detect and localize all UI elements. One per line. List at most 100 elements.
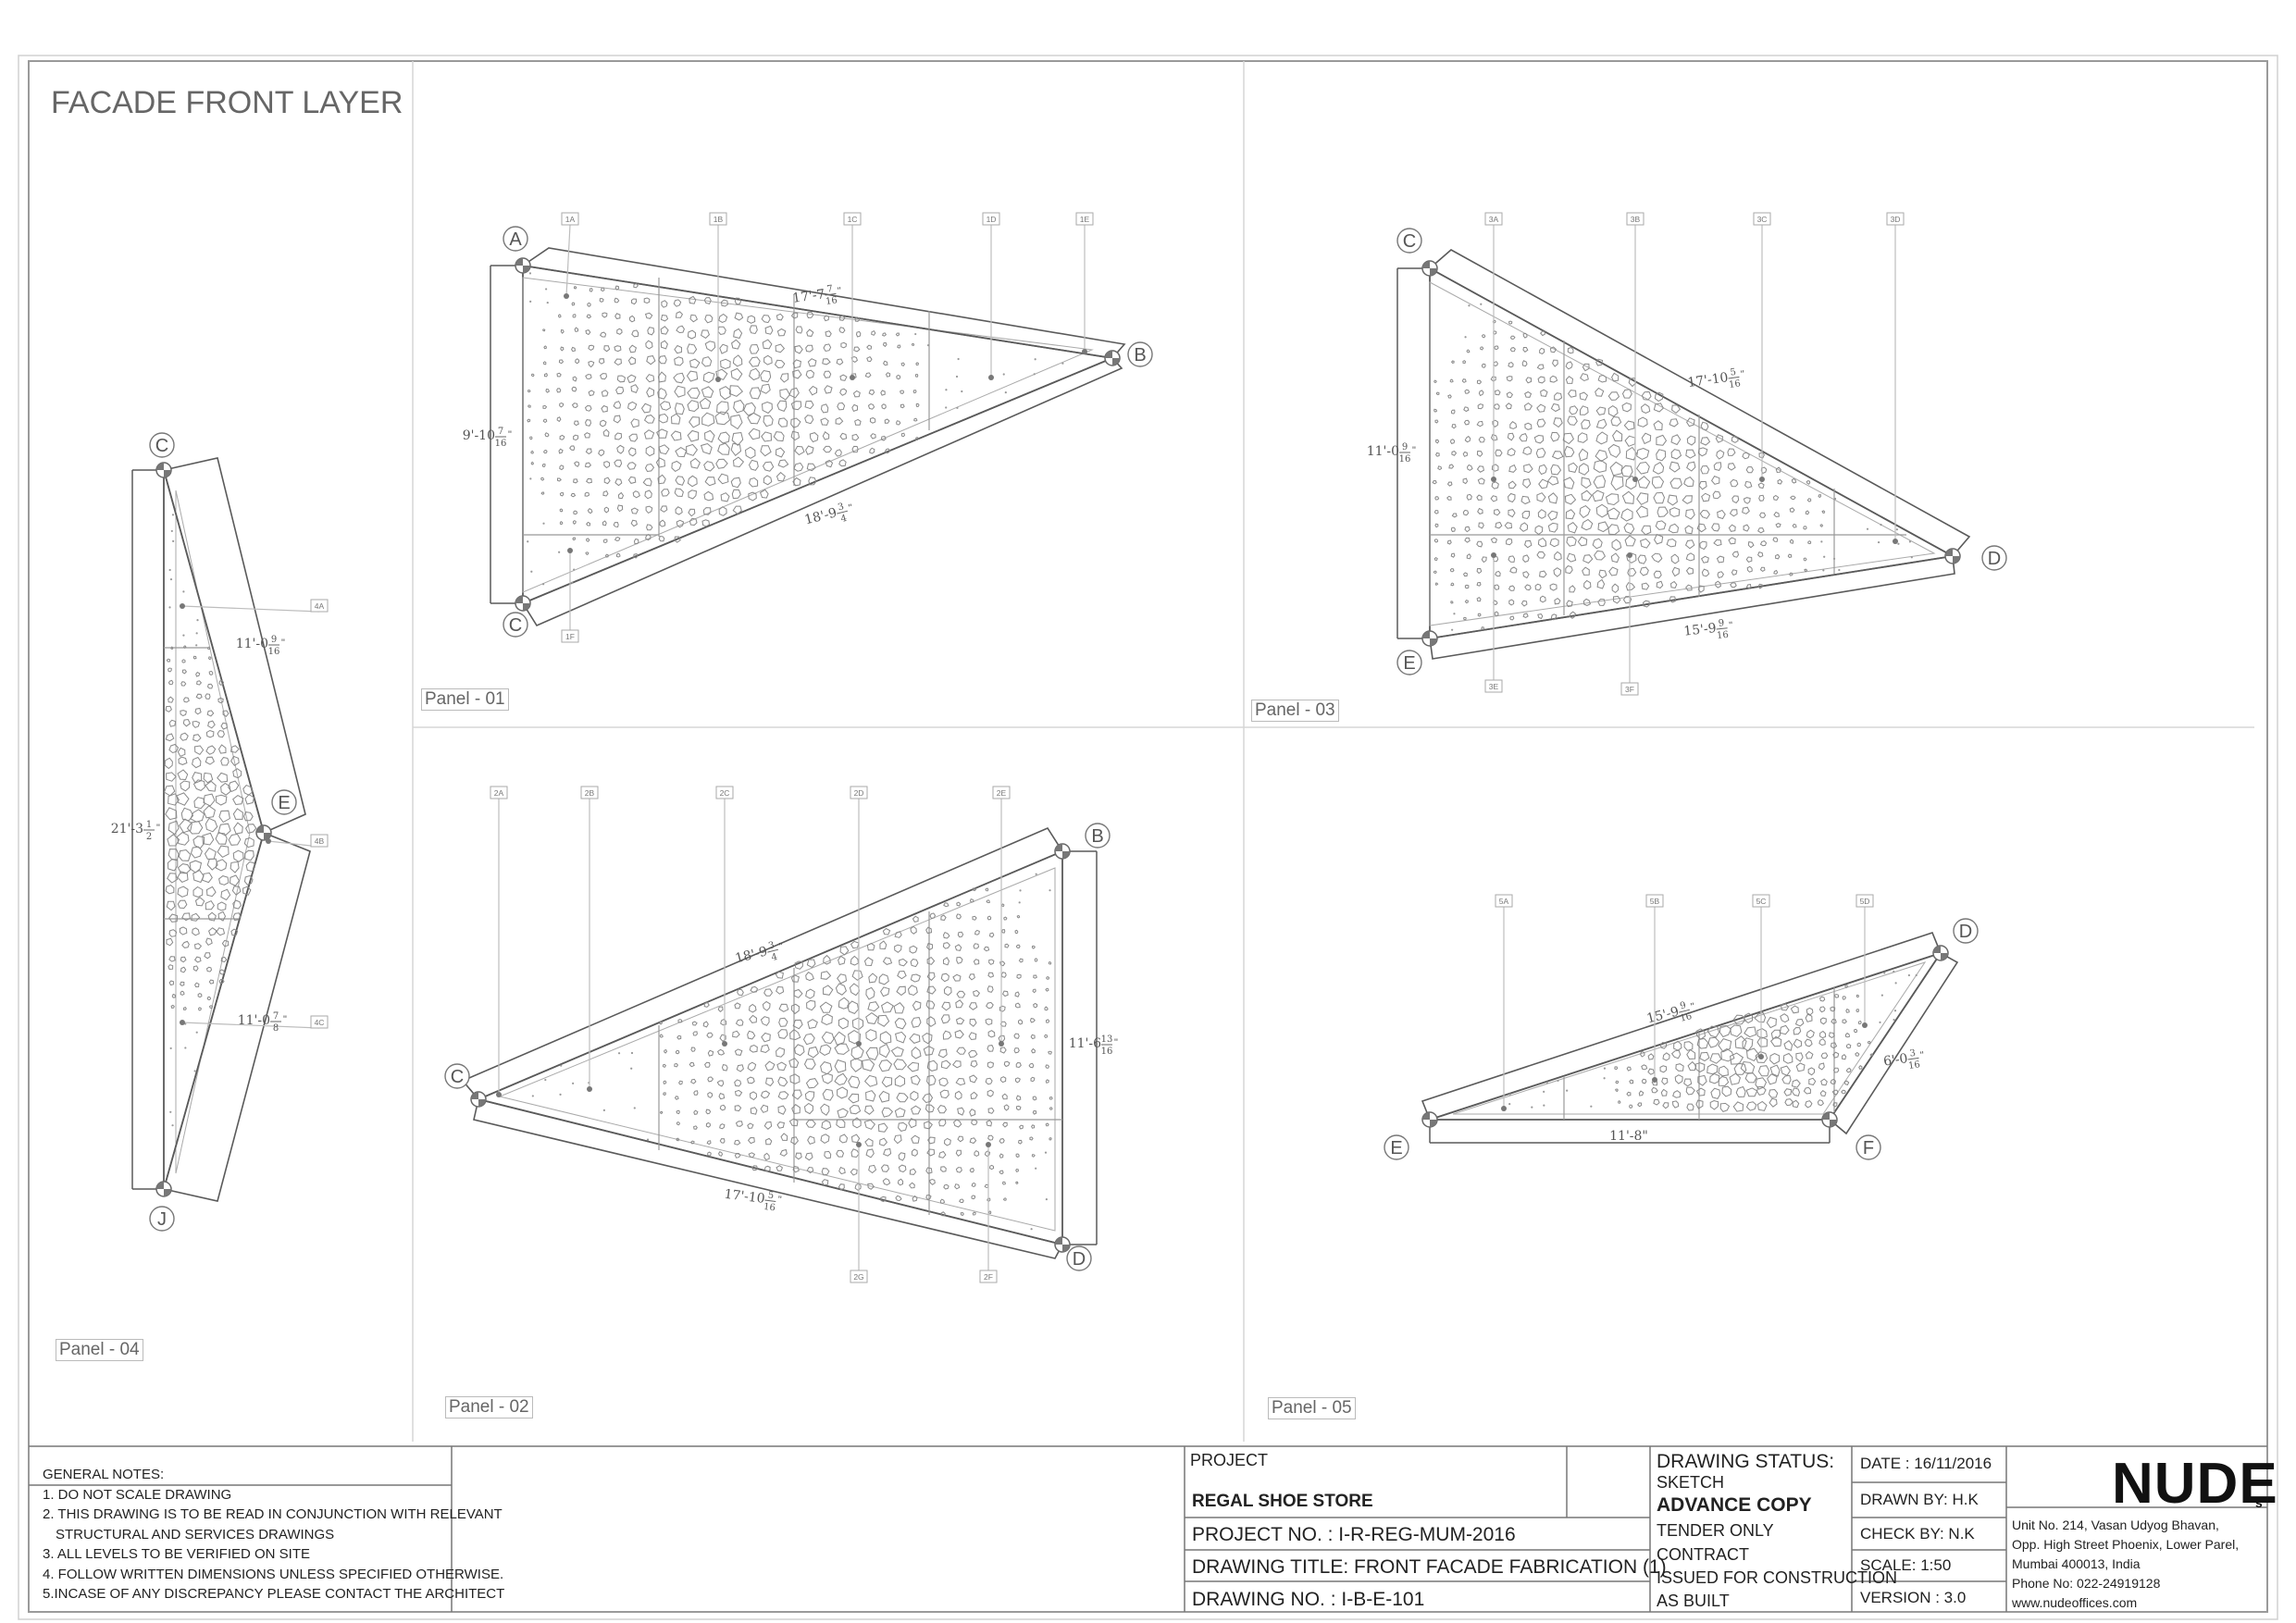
- marker-fill: [1105, 351, 1112, 358]
- perforation-hole: [168, 964, 174, 971]
- point-label-circle: [1396, 650, 1422, 675]
- perforation-hole: [1682, 495, 1693, 504]
- perforation-hole: [602, 428, 610, 437]
- note-1: 1. DO NOT SCALE DRAWING: [43, 1486, 232, 1503]
- perforation-hole: [671, 460, 682, 473]
- perforation-hole: [614, 537, 621, 542]
- dimension-main: 11'-0: [236, 637, 268, 651]
- perforation-hole: [849, 983, 861, 997]
- perforation-hole: [779, 388, 791, 401]
- perforation-dot: [170, 529, 173, 533]
- perforation-hole: [575, 358, 580, 365]
- point-label: A: [509, 229, 522, 250]
- perforation-hole: [1597, 598, 1606, 606]
- perforation-hole: [677, 1080, 683, 1085]
- perforation-hole: [1791, 477, 1797, 484]
- perforation-hole: [763, 988, 774, 997]
- perforation-hole: [687, 429, 700, 442]
- perforation-dot: [1883, 972, 1886, 974]
- perforation-hole: [1817, 1099, 1825, 1107]
- perforation-hole: [1611, 583, 1620, 594]
- perforation-hole: [1832, 1102, 1838, 1108]
- perforation-hole: [190, 846, 203, 859]
- panel-05-label: Panel - 05: [1268, 1397, 1356, 1419]
- perforation-hole: [764, 325, 774, 335]
- perforation-hole: [1607, 391, 1620, 401]
- perforation-hole: [928, 1178, 936, 1185]
- perforation-hole: [1495, 570, 1501, 577]
- perforation-hole: [1653, 491, 1666, 504]
- perforation-hole: [750, 985, 758, 993]
- perforation-hole: [987, 1089, 994, 1097]
- perforation-hole: [776, 985, 785, 995]
- tag-dot: [587, 1086, 592, 1092]
- perforation-hole: [677, 1019, 683, 1023]
- perforation-hole: [530, 450, 534, 454]
- perforation-hole: [228, 833, 242, 846]
- perforation-hole: [938, 1150, 947, 1158]
- dimension-num: 9: [1718, 618, 1724, 629]
- perforation-hole: [968, 1049, 978, 1059]
- perforation-hole: [925, 1000, 936, 1010]
- dimension-num: 3: [767, 940, 776, 951]
- perforation-hole: [1653, 403, 1665, 413]
- perforation-hole: [558, 314, 562, 318]
- perforation-hole: [1577, 536, 1588, 547]
- perforation-hole: [1803, 1086, 1812, 1095]
- perforation-hole: [1757, 482, 1765, 489]
- perforation-hole: [761, 401, 773, 415]
- perforation-dot: [169, 1110, 172, 1113]
- part-tag: 3F: [1620, 552, 1639, 696]
- perforation-hole: [1696, 523, 1706, 533]
- perforation-hole: [1855, 1051, 1860, 1057]
- perforation-hole: [1566, 552, 1577, 563]
- perforation-hole: [244, 849, 254, 861]
- perforation-hole: [838, 315, 846, 321]
- perforation-hole: [922, 1093, 934, 1104]
- perforation-hole: [1656, 580, 1664, 589]
- perforation-hole: [602, 312, 608, 318]
- perforation-hole: [718, 1151, 724, 1157]
- tag-text: 2D: [854, 788, 864, 798]
- perforation-hole: [627, 401, 638, 411]
- perforation-hole: [1685, 566, 1694, 575]
- perforation-hole: [180, 807, 194, 822]
- perforation-hole: [1720, 1047, 1735, 1062]
- perforation-hole: [780, 1133, 788, 1141]
- perforation-hole: [1695, 1099, 1704, 1109]
- tag-box: [490, 786, 508, 799]
- perforation-hole: [1539, 595, 1546, 603]
- tag-dot: [266, 838, 271, 844]
- perforation-hole: [1867, 1040, 1871, 1045]
- perforation-hole: [717, 326, 726, 336]
- perforation-hole: [232, 912, 242, 922]
- perforation-hole: [929, 912, 937, 920]
- perforation-hole: [730, 414, 743, 430]
- perforation-hole: [1461, 378, 1467, 383]
- perforation-hole: [217, 901, 227, 911]
- perforation-hole: [1805, 1100, 1813, 1109]
- perforation-hole: [1641, 432, 1652, 445]
- part-tag: 3B: [1626, 212, 1644, 482]
- perforation-hole: [171, 993, 176, 998]
- perforation-hole: [230, 928, 239, 936]
- part-tag: 1E: [1075, 212, 1094, 354]
- perforation-hole: [1522, 554, 1530, 563]
- perforation-hole: [663, 1092, 666, 1096]
- perforation-hole: [974, 1149, 980, 1157]
- perforation-dot: [545, 288, 548, 291]
- dimension-num: 3: [1909, 1048, 1917, 1059]
- perforation-hole: [217, 697, 224, 704]
- perforation-hole: [208, 1005, 214, 1010]
- perforation-hole: [1671, 566, 1681, 577]
- perforation-hole: [986, 1001, 994, 1010]
- perforation-hole: [645, 533, 652, 541]
- perforation-hole: [1718, 1038, 1732, 1053]
- perforation-hole: [1523, 464, 1533, 474]
- dimension-inch: ": [1114, 1037, 1118, 1048]
- tag-box: [310, 834, 329, 848]
- perforation-hole: [915, 403, 920, 408]
- perforation-hole: [1565, 509, 1576, 520]
- marker-fill: [1945, 549, 1953, 556]
- perforation-hole: [1015, 1095, 1022, 1101]
